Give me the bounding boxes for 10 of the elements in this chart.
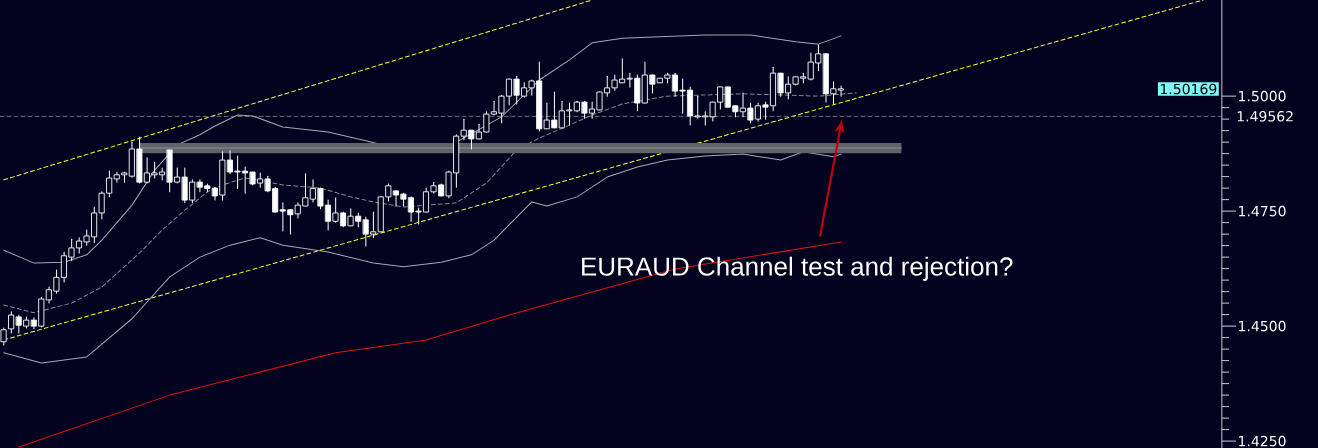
annotation: 1.50169: [1160, 83, 1217, 95]
ref-line-label: 1.49562: [1237, 110, 1293, 122]
line-series: [3, 151, 842, 364]
y-tick-label: 1.5000: [1239, 90, 1286, 102]
y-tick-label: 1.4250: [1239, 435, 1286, 447]
candlestick: [8, 311, 15, 334]
line-series: [18, 241, 842, 448]
y-tick-label: 1.4750: [1239, 205, 1286, 217]
y-tick-label: 1.4500: [1239, 320, 1286, 332]
annotation: EURAUD Channel test and rejection?: [582, 256, 1013, 281]
